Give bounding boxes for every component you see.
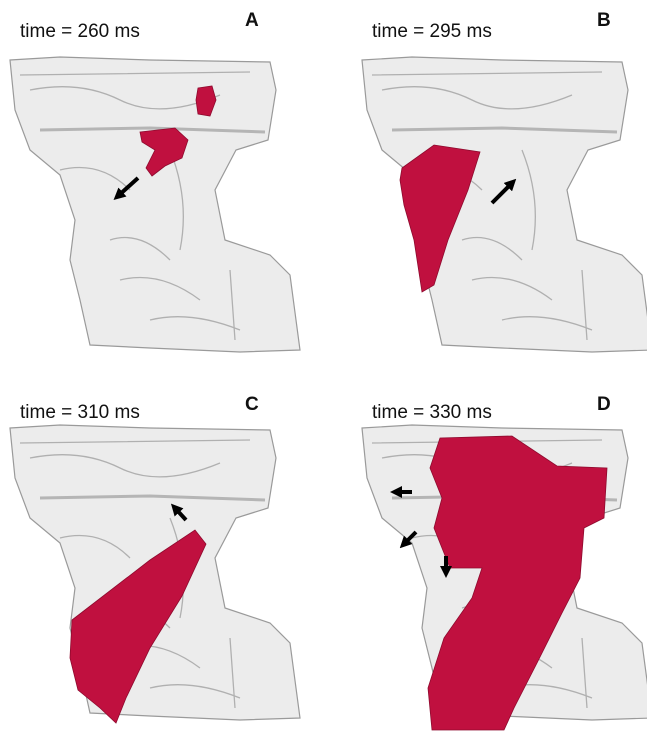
- time-label: time = 330 ms: [372, 402, 492, 423]
- panel-label: A: [245, 10, 259, 31]
- panel-label: B: [597, 10, 611, 31]
- tissue-render: [10, 57, 300, 352]
- time-label: time = 310 ms: [20, 402, 140, 423]
- time-label: time = 295 ms: [372, 21, 492, 42]
- panel-label: C: [245, 394, 259, 415]
- figure: time = 260 ms A time = 295 ms B time = 3…: [0, 0, 647, 735]
- panel-b: time = 295 ms B: [362, 10, 647, 352]
- panel-c: time = 310 ms C: [10, 394, 300, 723]
- panel-label: D: [597, 394, 611, 415]
- time-label: time = 260 ms: [20, 21, 140, 42]
- panel-d: time = 330 ms D: [362, 394, 647, 730]
- panel-a: time = 260 ms A: [10, 10, 300, 352]
